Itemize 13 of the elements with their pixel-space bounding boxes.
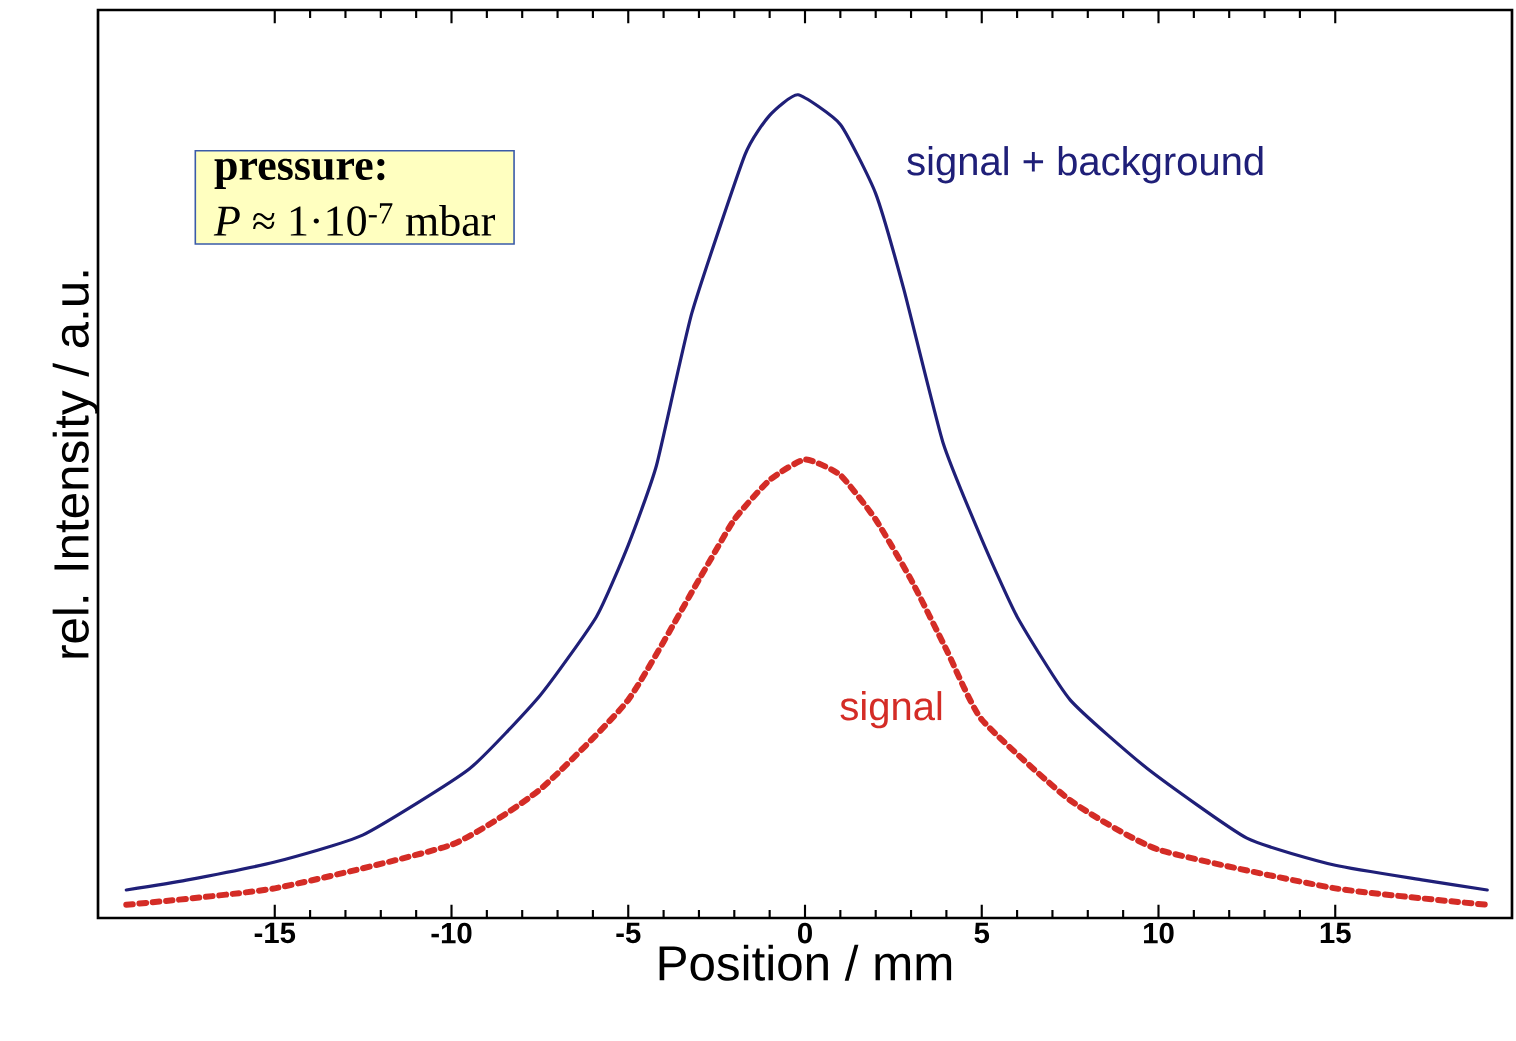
series-label: signal + background bbox=[907, 146, 1263, 184]
x-tick-label: -15 bbox=[254, 922, 296, 944]
x-tick-label: 0 bbox=[797, 922, 812, 944]
x-tick-label: -10 bbox=[431, 922, 472, 944]
series-label: signal bbox=[840, 691, 942, 729]
x-tick-label: 10 bbox=[1144, 922, 1174, 944]
y-axis-title: rel. Intensity / a.u. bbox=[52, 271, 99, 658]
annotation: pressure: bbox=[214, 158, 385, 189]
x-tick-label: -5 bbox=[616, 922, 641, 944]
x-tick-label: 5 bbox=[974, 922, 990, 944]
x-axis-title: Position / mm bbox=[659, 944, 952, 981]
annotation: P ≈ 1·10$^{-7}$ mbar bbox=[213, 203, 496, 237]
x-tick-label: 15 bbox=[1320, 922, 1351, 944]
